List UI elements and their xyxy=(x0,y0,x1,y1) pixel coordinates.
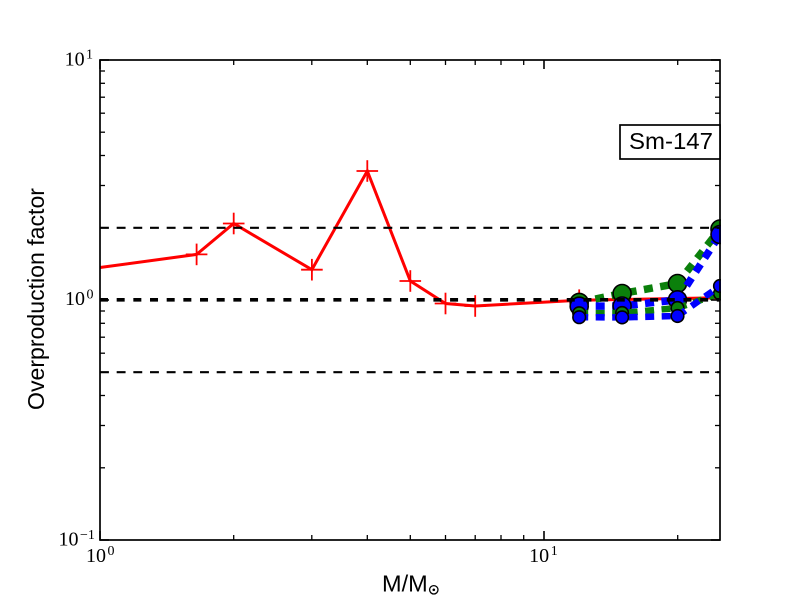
svg-text:0: 0 xyxy=(108,544,115,559)
svg-text:10: 10 xyxy=(529,545,549,567)
svg-text:Sm-147: Sm-147 xyxy=(629,128,713,154)
svg-text:M/M: M/M xyxy=(382,570,428,596)
svg-text:1: 1 xyxy=(86,48,93,63)
svg-text:1: 1 xyxy=(551,544,558,559)
svg-text:−1: −1 xyxy=(80,528,95,543)
svg-text:10: 10 xyxy=(65,288,85,310)
svg-text:10: 10 xyxy=(86,545,106,567)
svg-text:Overproduction factor: Overproduction factor xyxy=(23,188,49,410)
svg-text:0: 0 xyxy=(87,288,94,303)
svg-text:10: 10 xyxy=(59,528,79,550)
svg-text:10: 10 xyxy=(65,48,85,70)
